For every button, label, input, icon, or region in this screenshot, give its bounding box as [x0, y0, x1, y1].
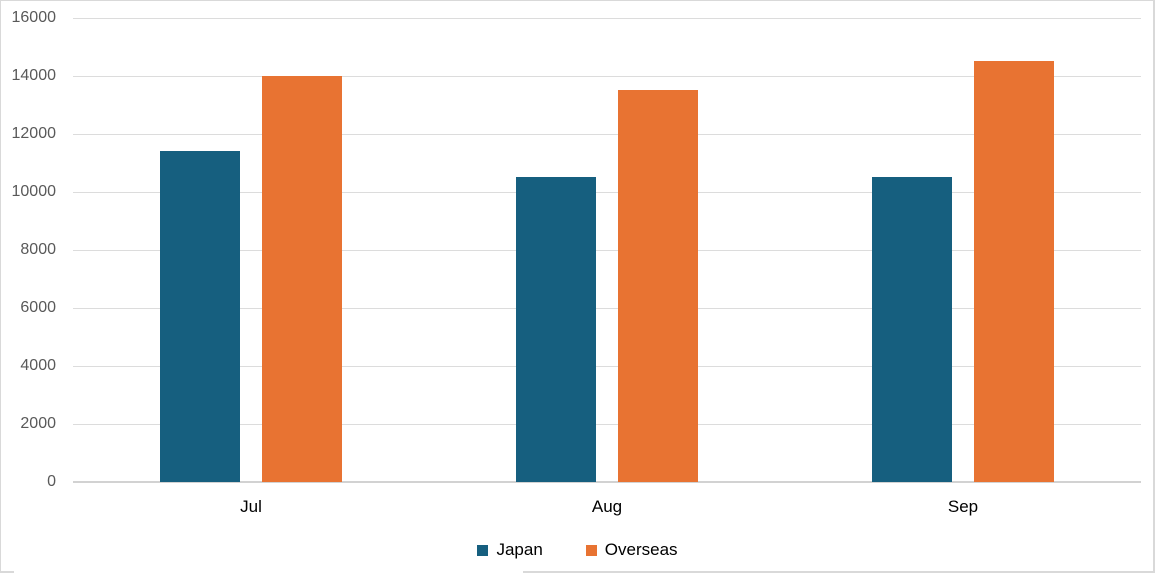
legend-label-overseas: Overseas: [604, 540, 678, 559]
y-axis-tick-label: 10000: [11, 183, 57, 200]
y-axis-tick-label: 6000: [20, 299, 56, 316]
legend-label-japan: Japan: [496, 540, 543, 559]
y-axis-tick-label: 4000: [20, 357, 56, 374]
bar-japan-jul: [160, 151, 240, 482]
gridline: [73, 192, 1141, 193]
x-axis-line: [73, 481, 1141, 483]
legend-item-overseas: Overseas: [585, 540, 678, 560]
gridline: [73, 18, 1141, 19]
bar-japan-aug: [516, 177, 596, 482]
chart-legend: Japan Overseas: [0, 540, 1155, 560]
legend-item-japan: Japan: [477, 540, 543, 560]
y-axis-tick-label: 0: [47, 473, 56, 490]
legend-swatch-japan: [477, 544, 489, 556]
x-axis-category-label: Jul: [240, 497, 262, 516]
chart-frame-border-bottom-left: [0, 571, 14, 573]
y-axis-tick-label: 12000: [11, 125, 57, 142]
bar-overseas-aug: [618, 90, 698, 482]
chart-frame-border-bottom-right: [523, 571, 1155, 573]
gridline: [73, 308, 1141, 309]
bar-overseas-sep: [974, 61, 1054, 482]
bar-overseas-jul: [262, 76, 342, 482]
y-axis-tick-label: 2000: [20, 415, 56, 432]
legend-swatch-overseas: [585, 544, 597, 556]
gridline: [73, 134, 1141, 135]
y-axis-tick-label: 14000: [11, 67, 57, 84]
x-axis-category-label: Aug: [591, 497, 623, 516]
y-axis-tick-label: 8000: [20, 241, 56, 258]
gridline: [73, 76, 1141, 77]
x-axis-category-label: Sep: [947, 497, 979, 516]
bar-japan-sep: [872, 177, 952, 482]
gridline: [73, 366, 1141, 367]
y-axis-tick-label: 16000: [11, 9, 57, 26]
gridline: [73, 250, 1141, 251]
gridline: [73, 424, 1141, 425]
